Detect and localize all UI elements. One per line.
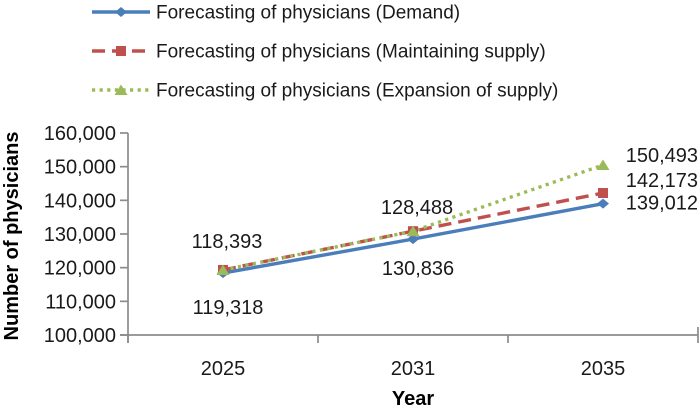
marker-demand-2031-diamond-marker-icon — [407, 234, 419, 245]
marker-expansion-of-supply-2025-triangle-marker-icon — [216, 264, 230, 275]
data-label-maintaining-supply-2035: 142,173 — [626, 170, 698, 192]
y-tick-label-140000: 140,000 — [44, 190, 116, 212]
data-label-demand-2025: 118,393 — [192, 231, 263, 253]
legend-label-demand: Forecasting of physicians (Demand) — [156, 3, 460, 24]
series-line-expansion-of-supply — [222, 163, 604, 272]
y-tick-label-110000: 110,000 — [45, 291, 116, 313]
data-label-maintaining-supply-2031: 130,836 — [382, 258, 454, 280]
marker-expansion-of-supply-2031-triangle-marker-icon — [406, 225, 420, 237]
legend-expansion-of-supply-triangle-marker-icon — [114, 84, 128, 95]
y-axis-title: Number of physicians — [1, 132, 23, 341]
y-tick-label-120000: 120,000 — [44, 258, 116, 280]
x-axis-title: Year — [392, 388, 434, 410]
data-label-maintaining-supply-2025: 119,318 — [193, 297, 264, 319]
data-label-demand-2031: 128,488 — [381, 197, 453, 219]
legend-label-maintaining-supply: Forecasting of physicians (Maintaining s… — [156, 42, 546, 63]
y-tick-label-130000: 130,000 — [44, 224, 116, 246]
legend-maintaining-supply-square-marker-icon — [116, 46, 126, 56]
y-tick-label-100000: 100,000 — [44, 325, 116, 347]
legend-label-expansion-of-supply: Forecasting of physicians (Expansion of … — [156, 81, 558, 102]
data-label-demand-2035: 139,012 — [626, 193, 698, 215]
marker-maintaining-supply-2035-square-marker-icon — [598, 188, 608, 199]
data-label-expansion-of-supply-2035: 150,493 — [626, 145, 698, 167]
marker-demand-2035-diamond-marker-icon — [597, 198, 609, 209]
marker-expansion-of-supply-2035-triangle-marker-icon — [596, 159, 610, 171]
y-tick-label-150000: 150,000 — [44, 157, 116, 179]
y-tick-label-160000: 160,000 — [44, 123, 116, 145]
legend-demand-diamond-marker-icon — [115, 7, 127, 17]
x-category-label-2035: 2035 — [581, 358, 626, 380]
x-category-label-2025: 2025 — [201, 358, 246, 380]
series-line-maintaining-supply — [222, 191, 604, 272]
chart-generated-content: 100,000 110,000 120,000 130,000 140,000 150,0… — [44, 3, 699, 380]
x-category-label-2031: 2031 — [391, 358, 436, 380]
